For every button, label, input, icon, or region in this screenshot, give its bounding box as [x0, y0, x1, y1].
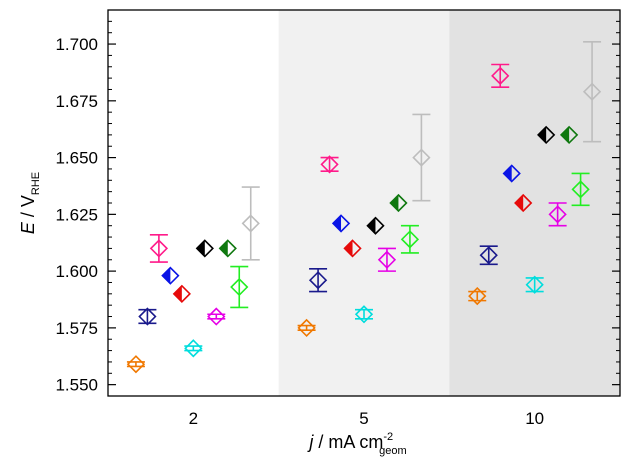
y-tick-label: 1.575	[55, 319, 98, 338]
data-points	[126, 66, 602, 374]
data-point	[479, 246, 498, 265]
x-axis-title-sub: geom	[379, 445, 407, 457]
data-point	[502, 164, 521, 183]
y-tick-label: 1.625	[55, 205, 98, 224]
data-point	[207, 307, 226, 326]
data-point	[218, 239, 237, 258]
x-axis-title-rest: / mA cm	[313, 432, 383, 452]
data-point	[491, 66, 510, 85]
marker-fill	[344, 240, 353, 257]
x-axis-title: j / mA cm-2 geom	[306, 431, 406, 457]
x-axis-title-sup: -2	[383, 431, 393, 443]
data-point	[525, 275, 544, 294]
data-point	[514, 193, 533, 213]
x-tick-label: 10	[525, 409, 544, 428]
x-axis-title-main: j	[306, 432, 314, 452]
x-tick-label: 5	[359, 409, 368, 428]
data-point	[149, 239, 169, 258]
y-tick-label: 1.650	[55, 149, 98, 168]
data-point	[582, 82, 602, 101]
data-point	[297, 318, 316, 338]
marker-fill	[538, 126, 547, 143]
data-point	[308, 271, 328, 290]
data-point	[537, 125, 556, 145]
y-axis-title-sub: RHE	[30, 172, 42, 195]
marker-fill	[162, 267, 171, 284]
data-point	[195, 239, 214, 258]
data-point	[331, 214, 351, 233]
x-tick-label: 2	[189, 409, 198, 428]
data-point	[559, 125, 579, 145]
data-point	[230, 277, 249, 297]
data-point	[366, 216, 385, 235]
marker-fill	[333, 215, 342, 232]
x-axis-ticks: 2 5 10	[189, 409, 545, 428]
marker-fill	[561, 126, 570, 143]
y-axis-title-rest: / V	[18, 195, 38, 222]
category-bands	[108, 10, 620, 396]
marker-fill	[173, 285, 182, 302]
data-point	[400, 230, 420, 249]
category-band	[449, 10, 620, 396]
y-tick-label: 1.675	[55, 92, 98, 111]
data-point	[320, 155, 339, 174]
plot-frame	[107, 9, 621, 397]
data-point	[354, 305, 374, 324]
category-band	[108, 10, 279, 396]
marker-fill	[196, 240, 205, 257]
data-point	[161, 266, 180, 285]
y-tick-label: 1.600	[55, 262, 98, 281]
data-point	[377, 250, 397, 269]
marker-fill	[219, 240, 228, 257]
marker-fill	[367, 217, 376, 234]
y-axis-title: E / VRHE	[18, 172, 42, 234]
data-point	[548, 205, 567, 224]
data-point	[184, 339, 203, 358]
data-point	[172, 284, 191, 303]
y-axis-title-main: E	[18, 221, 38, 234]
y-tick-label: 1.700	[55, 35, 98, 54]
data-point	[389, 193, 408, 213]
data-point	[468, 286, 487, 306]
y-tick-label: 1.550	[55, 376, 98, 395]
data-point	[412, 148, 431, 167]
data-point	[571, 180, 590, 199]
data-point	[241, 214, 260, 233]
marker-fill	[503, 165, 512, 182]
data-point	[343, 239, 362, 258]
y-axis-ticks: 1.550 1.575 1.600 1.625 1.650 1.675 1.700	[55, 9, 620, 395]
marker-fill	[515, 195, 524, 211]
category-band	[278, 10, 450, 396]
data-point	[126, 355, 146, 374]
data-point	[138, 307, 157, 326]
marker-fill	[390, 195, 399, 211]
